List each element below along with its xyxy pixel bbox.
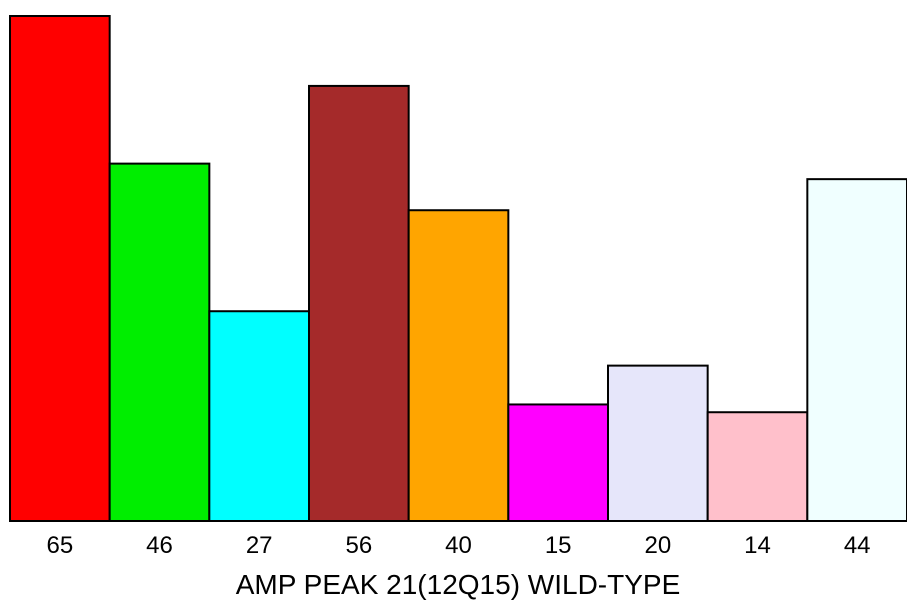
tick-labels-group: 65 46 27 56 40 15 20 14 44 bbox=[46, 532, 870, 559]
x-tick-label-5: 40 bbox=[445, 532, 472, 559]
x-tick-label-2: 46 bbox=[146, 532, 173, 559]
bars-group bbox=[9, 15, 907, 523]
x-tick-label-6: 15 bbox=[545, 532, 572, 559]
x-tick-label-4: 56 bbox=[345, 532, 372, 559]
bar-7 bbox=[607, 364, 709, 522]
x-tick-label-7: 20 bbox=[644, 532, 671, 559]
x-tick-label-3: 27 bbox=[246, 532, 273, 559]
x-tick-label-8: 14 bbox=[744, 532, 771, 559]
bar-1 bbox=[9, 15, 111, 522]
bar-2 bbox=[108, 162, 211, 522]
x-tick-label-9: 44 bbox=[844, 532, 871, 559]
bar-8 bbox=[706, 411, 809, 523]
bar-3 bbox=[208, 310, 310, 523]
bar-9 bbox=[806, 178, 907, 522]
bar-4 bbox=[308, 84, 410, 522]
bar-6 bbox=[507, 403, 609, 522]
x-axis-title: AMP PEAK 21(12Q15) WILD-TYPE bbox=[236, 569, 681, 600]
x-tick-label-1: 65 bbox=[46, 532, 73, 559]
bar-5 bbox=[407, 209, 510, 522]
